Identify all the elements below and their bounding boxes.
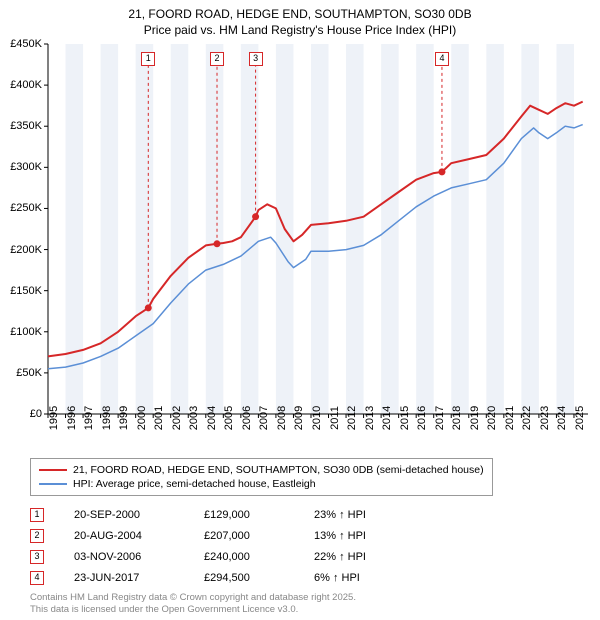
x-tick-label: 2012 (346, 406, 358, 430)
sale-row-marker: 2 (30, 529, 44, 543)
y-axis: £0£50K£100K£150K£200K£250K£300K£350K£400… (0, 44, 46, 414)
legend-label: HPI: Average price, semi-detached house,… (73, 478, 316, 490)
title-line-2: Price paid vs. HM Land Registry's House … (0, 22, 600, 38)
x-tick-label: 1999 (118, 406, 130, 430)
footer-line-2: This data is licensed under the Open Gov… (30, 604, 356, 616)
y-tick-label: £0 (30, 408, 42, 420)
x-tick-label: 2000 (136, 406, 148, 430)
plot-svg (48, 44, 588, 414)
legend: 21, FOORD ROAD, HEDGE END, SOUTHAMPTON, … (30, 458, 493, 496)
sale-price: £207,000 (204, 530, 314, 542)
x-tick-label: 2017 (434, 406, 446, 430)
x-tick-label: 2005 (223, 406, 235, 430)
y-tick-label: £200K (10, 244, 42, 256)
sale-marker-4: 4 (435, 52, 449, 66)
title-line-1: 21, FOORD ROAD, HEDGE END, SOUTHAMPTON, … (0, 6, 600, 22)
legend-swatch (39, 483, 67, 485)
x-tick-label: 2004 (206, 406, 218, 430)
sales-table: 1 20-SEP-2000£129,00023% ↑ HPI 2 20-AUG-200… (30, 504, 414, 588)
sale-date: 03-NOV-2006 (74, 551, 204, 563)
legend-item: 21, FOORD ROAD, HEDGE END, SOUTHAMPTON, … (39, 463, 484, 477)
sale-date: 20-SEP-2000 (74, 509, 204, 521)
y-tick-label: £350K (10, 120, 42, 132)
x-tick-label: 2001 (153, 406, 165, 430)
y-tick-label: £300K (10, 161, 42, 173)
x-tick-label: 2015 (399, 406, 411, 430)
legend-item: HPI: Average price, semi-detached house,… (39, 477, 484, 491)
sale-row: 4 23-JUN-2017£294,5006% ↑ HPI (30, 567, 414, 588)
x-tick-label: 2007 (258, 406, 270, 430)
sale-row-marker: 4 (30, 571, 44, 585)
x-tick-label: 2009 (293, 406, 305, 430)
x-tick-label: 2013 (364, 406, 376, 430)
x-tick-label: 2022 (521, 406, 533, 430)
sale-marker-3: 3 (249, 52, 263, 66)
sale-row: 3 03-NOV-2006£240,00022% ↑ HPI (30, 546, 414, 567)
chart-title: 21, FOORD ROAD, HEDGE END, SOUTHAMPTON, … (0, 0, 600, 38)
legend-swatch (39, 469, 67, 471)
footer-line-1: Contains HM Land Registry data © Crown c… (30, 592, 356, 604)
footer-note: Contains HM Land Registry data © Crown c… (30, 592, 356, 616)
sale-delta: 13% ↑ HPI (314, 530, 414, 542)
sale-price: £129,000 (204, 509, 314, 521)
sale-price: £294,500 (204, 572, 314, 584)
x-tick-label: 1996 (66, 406, 78, 430)
y-tick-label: £450K (10, 38, 42, 50)
x-tick-label: 2003 (188, 406, 200, 430)
sale-delta: 22% ↑ HPI (314, 551, 414, 563)
y-tick-label: £250K (10, 202, 42, 214)
sale-row: 1 20-SEP-2000£129,00023% ↑ HPI (30, 504, 414, 525)
x-tick-label: 2019 (469, 406, 481, 430)
x-tick-label: 1995 (48, 406, 60, 430)
sale-delta: 6% ↑ HPI (314, 572, 414, 584)
x-tick-label: 2023 (539, 406, 551, 430)
chart-container: 21, FOORD ROAD, HEDGE END, SOUTHAMPTON, … (0, 0, 600, 620)
sale-marker-1: 1 (141, 52, 155, 66)
sale-row-marker: 1 (30, 508, 44, 522)
x-tick-label: 2018 (451, 406, 463, 430)
y-tick-label: £50K (16, 367, 42, 379)
x-tick-label: 2011 (329, 406, 341, 430)
x-axis: 1995199619971998199920002001200220032004… (48, 414, 588, 456)
x-tick-label: 2016 (416, 406, 428, 430)
sale-row-marker: 3 (30, 550, 44, 564)
x-tick-label: 1998 (101, 406, 113, 430)
x-tick-label: 2025 (574, 406, 586, 430)
x-tick-label: 2006 (241, 406, 253, 430)
y-tick-label: £150K (10, 285, 42, 297)
y-tick-label: £100K (10, 326, 42, 338)
plot-area: 1 2 3 4 (48, 44, 588, 414)
sale-date: 20-AUG-2004 (74, 530, 204, 542)
sale-delta: 23% ↑ HPI (314, 509, 414, 521)
y-tick-label: £400K (10, 79, 42, 91)
x-tick-label: 2024 (556, 406, 568, 430)
legend-label: 21, FOORD ROAD, HEDGE END, SOUTHAMPTON, … (73, 464, 484, 476)
x-tick-label: 2010 (311, 406, 323, 430)
x-tick-label: 2002 (171, 406, 183, 430)
x-tick-label: 2014 (381, 406, 393, 430)
x-tick-label: 2008 (276, 406, 288, 430)
sale-marker-2: 2 (210, 52, 224, 66)
sale-row: 2 20-AUG-2004£207,00013% ↑ HPI (30, 525, 414, 546)
x-tick-label: 2021 (504, 406, 516, 430)
sale-date: 23-JUN-2017 (74, 572, 204, 584)
sale-price: £240,000 (204, 551, 314, 563)
x-tick-label: 1997 (83, 406, 95, 430)
x-tick-label: 2020 (486, 406, 498, 430)
